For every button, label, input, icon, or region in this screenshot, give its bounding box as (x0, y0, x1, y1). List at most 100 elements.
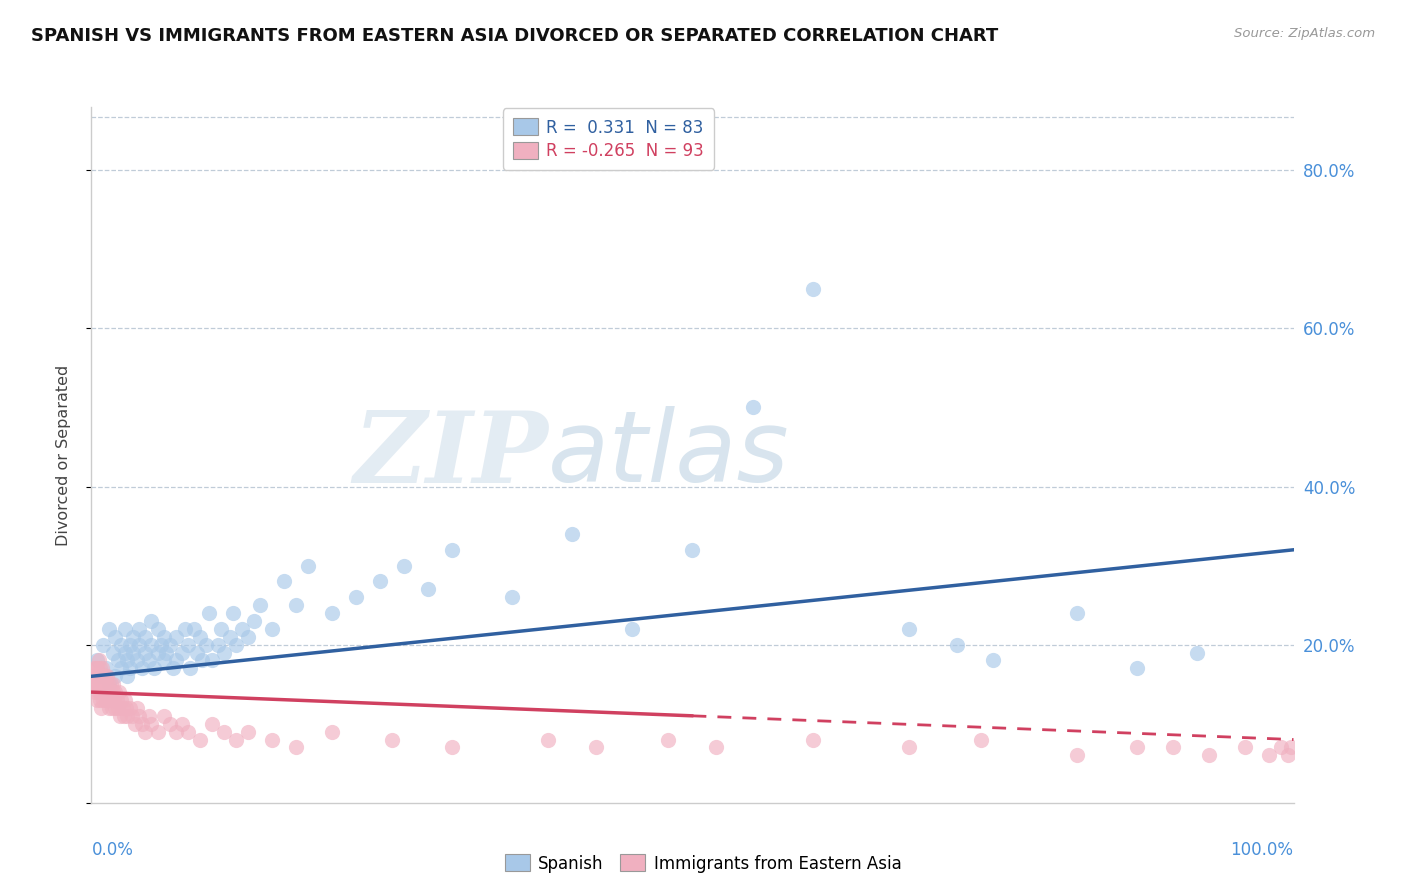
Point (416, 582, 439, 597)
Point (284, 740, 307, 755)
Point (114, 646, 136, 660)
Point (273, 574, 295, 589)
Point (138, 708, 160, 723)
Point (176, 638, 198, 652)
Point (107, 701, 129, 715)
Point (186, 646, 208, 660)
Point (159, 716, 181, 731)
Text: Source: ZipAtlas.com: Source: ZipAtlas.com (1234, 27, 1375, 40)
Point (1066, 748, 1088, 763)
Point (222, 606, 245, 620)
Point (131, 661, 153, 675)
Point (110, 693, 132, 707)
Point (1066, 606, 1088, 620)
Point (91, 677, 114, 691)
Point (98, 701, 121, 715)
Legend: R =  0.331  N = 83, R = -0.265  N = 93: R = 0.331 N = 83, R = -0.265 N = 93 (503, 109, 714, 169)
Point (146, 724, 169, 739)
Point (84, 669, 107, 683)
Point (125, 653, 148, 667)
Point (537, 732, 560, 747)
Point (103, 693, 125, 707)
Point (141, 716, 163, 731)
Point (621, 622, 644, 636)
Point (90, 701, 112, 715)
Point (236, 630, 259, 644)
Point (93, 693, 115, 707)
Point (118, 638, 141, 652)
Point (1277, 748, 1299, 763)
Point (706, 740, 728, 755)
Point (117, 669, 139, 683)
Point (84, 661, 107, 675)
Text: ZIP: ZIP (353, 407, 548, 503)
Point (681, 542, 703, 557)
Point (83, 677, 105, 691)
Point (90, 685, 112, 699)
Point (125, 701, 148, 715)
Point (207, 638, 229, 652)
Point (201, 716, 224, 731)
Point (165, 724, 187, 739)
Point (84, 677, 107, 691)
Point (93, 669, 115, 683)
Point (96, 685, 118, 699)
Point (86, 677, 108, 691)
Point (1198, 748, 1220, 763)
Point (110, 708, 132, 723)
Point (87, 653, 110, 667)
Point (162, 661, 184, 675)
Point (141, 614, 163, 628)
Point (381, 732, 404, 747)
Point (981, 653, 1004, 667)
Point (98, 685, 121, 699)
Point (87, 669, 110, 683)
Point (170, 646, 193, 660)
Point (134, 724, 156, 739)
Point (176, 724, 198, 739)
Point (93, 638, 115, 652)
Point (105, 693, 128, 707)
Text: 0.0%: 0.0% (91, 841, 134, 859)
Point (111, 701, 134, 715)
Text: SPANISH VS IMMIGRANTS FROM EASTERN ASIA DIVORCED OR SEPARATED CORRELATION CHART: SPANISH VS IMMIGRANTS FROM EASTERN ASIA … (31, 27, 998, 45)
Point (112, 708, 135, 723)
Point (585, 740, 607, 755)
Point (657, 732, 679, 747)
Point (260, 622, 283, 636)
Point (101, 677, 124, 691)
Point (321, 724, 343, 739)
Point (90, 669, 112, 683)
Point (344, 591, 367, 605)
Point (108, 685, 131, 699)
Point (114, 622, 136, 636)
Point (114, 693, 136, 707)
Point (117, 653, 139, 667)
Point (100, 677, 122, 691)
Point (100, 693, 122, 707)
Point (104, 669, 127, 683)
Point (91, 661, 114, 675)
Point (198, 606, 221, 620)
Point (1279, 740, 1302, 755)
Point (1258, 748, 1281, 763)
Point (121, 708, 143, 723)
Point (82, 669, 104, 683)
Point (946, 638, 969, 652)
Point (134, 630, 156, 644)
Point (101, 701, 124, 715)
Point (152, 630, 174, 644)
Point (101, 646, 124, 660)
Point (138, 653, 160, 667)
Point (897, 740, 920, 755)
Point (170, 716, 193, 731)
Point (159, 638, 181, 652)
Point (110, 661, 132, 675)
Point (118, 661, 141, 675)
Text: atlas: atlas (548, 407, 790, 503)
Point (392, 558, 415, 573)
Text: 100.0%: 100.0% (1230, 841, 1294, 859)
Point (212, 724, 235, 739)
Point (142, 661, 165, 675)
Point (94, 677, 117, 691)
